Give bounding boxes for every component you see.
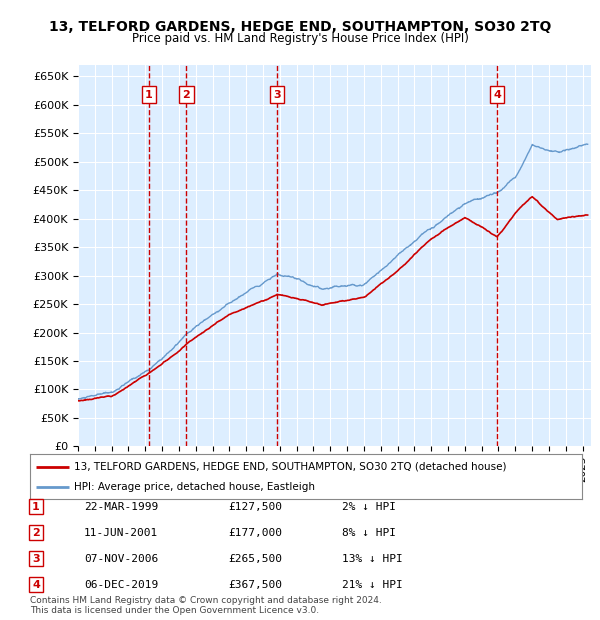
Text: 2: 2 bbox=[32, 528, 40, 538]
Text: 13, TELFORD GARDENS, HEDGE END, SOUTHAMPTON, SO30 2TQ: 13, TELFORD GARDENS, HEDGE END, SOUTHAMP… bbox=[49, 20, 551, 34]
Text: 4: 4 bbox=[493, 90, 501, 100]
Text: 13, TELFORD GARDENS, HEDGE END, SOUTHAMPTON, SO30 2TQ (detached house): 13, TELFORD GARDENS, HEDGE END, SOUTHAMP… bbox=[74, 462, 506, 472]
Text: 2: 2 bbox=[182, 90, 190, 100]
Text: 13% ↓ HPI: 13% ↓ HPI bbox=[342, 554, 403, 564]
Text: 22-MAR-1999: 22-MAR-1999 bbox=[84, 502, 158, 512]
Text: 1: 1 bbox=[145, 90, 153, 100]
Text: Price paid vs. HM Land Registry's House Price Index (HPI): Price paid vs. HM Land Registry's House … bbox=[131, 32, 469, 45]
Text: £265,500: £265,500 bbox=[228, 554, 282, 564]
Text: Contains HM Land Registry data © Crown copyright and database right 2024.
This d: Contains HM Land Registry data © Crown c… bbox=[30, 596, 382, 615]
Text: 3: 3 bbox=[274, 90, 281, 100]
Text: £127,500: £127,500 bbox=[228, 502, 282, 512]
Text: £177,000: £177,000 bbox=[228, 528, 282, 538]
Text: 4: 4 bbox=[32, 580, 40, 590]
Text: 2% ↓ HPI: 2% ↓ HPI bbox=[342, 502, 396, 512]
Text: HPI: Average price, detached house, Eastleigh: HPI: Average price, detached house, East… bbox=[74, 482, 315, 492]
Text: 11-JUN-2001: 11-JUN-2001 bbox=[84, 528, 158, 538]
Text: 8% ↓ HPI: 8% ↓ HPI bbox=[342, 528, 396, 538]
Text: 1: 1 bbox=[32, 502, 40, 512]
Text: 07-NOV-2006: 07-NOV-2006 bbox=[84, 554, 158, 564]
Text: 06-DEC-2019: 06-DEC-2019 bbox=[84, 580, 158, 590]
Text: £367,500: £367,500 bbox=[228, 580, 282, 590]
Text: 21% ↓ HPI: 21% ↓ HPI bbox=[342, 580, 403, 590]
Text: 3: 3 bbox=[32, 554, 40, 564]
